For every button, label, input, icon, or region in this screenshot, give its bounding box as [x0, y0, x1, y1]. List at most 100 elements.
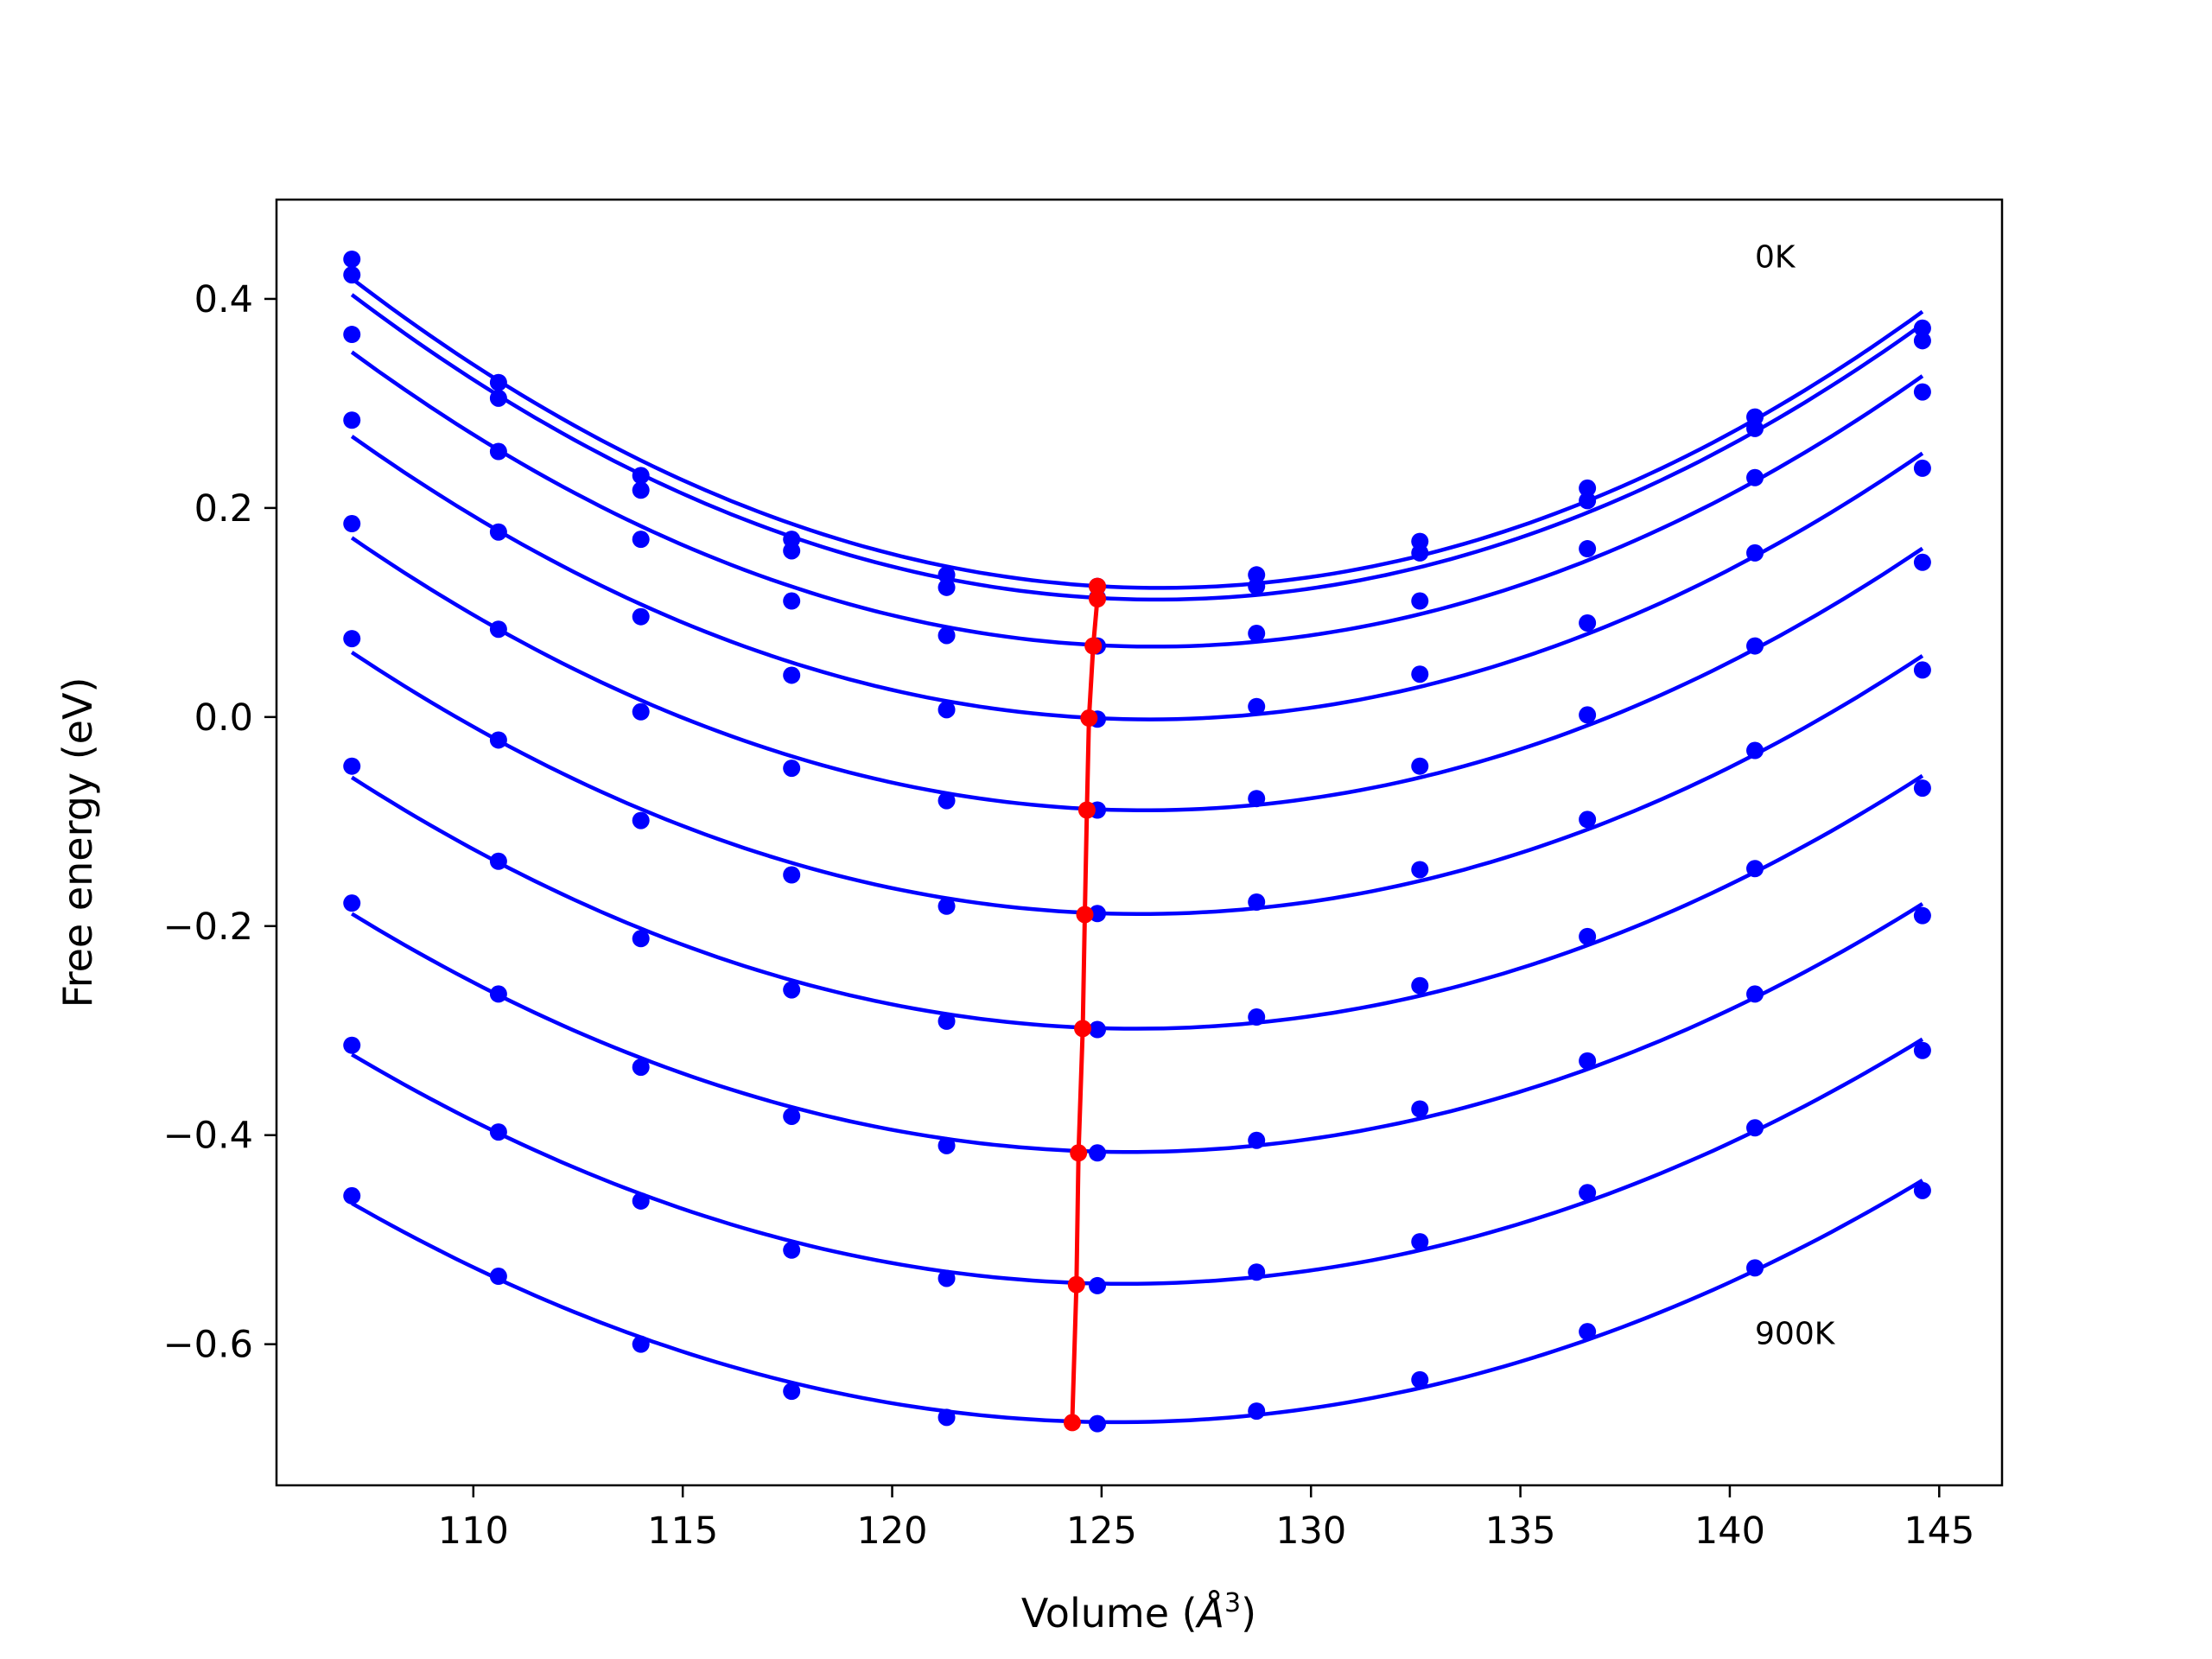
data-point — [632, 1192, 650, 1210]
data-point — [1913, 553, 1931, 571]
data-point — [343, 1036, 361, 1054]
data-point — [783, 666, 801, 684]
x-tick-label: 110 — [438, 1510, 509, 1553]
data-point — [1248, 893, 1266, 911]
x-tick-label: 115 — [647, 1510, 718, 1553]
series-line — [350, 536, 1924, 812]
data-point — [632, 930, 650, 948]
data-point — [1579, 613, 1597, 632]
data-point — [489, 373, 507, 391]
data-point — [343, 757, 361, 775]
series-line — [350, 293, 1924, 602]
data-point — [1411, 592, 1429, 610]
series-line — [351, 902, 1924, 1154]
data-point — [1579, 927, 1597, 945]
data-point — [783, 1382, 801, 1401]
x-tick-label: 135 — [1485, 1510, 1556, 1553]
minimum-point — [1067, 1275, 1085, 1294]
data-point — [343, 411, 361, 429]
series-line — [350, 435, 1924, 721]
data-point — [938, 701, 956, 719]
data-point — [489, 1123, 507, 1141]
data-point — [632, 1335, 650, 1353]
data-point — [489, 389, 507, 407]
minimum-point — [1089, 590, 1107, 608]
data-point — [1579, 810, 1597, 829]
data-point — [938, 1136, 956, 1154]
data-point — [1913, 906, 1931, 925]
data-point — [1411, 1100, 1429, 1118]
series-line — [351, 1179, 1924, 1425]
data-point — [783, 542, 801, 560]
data-point — [1579, 540, 1597, 558]
data-point — [343, 326, 361, 344]
annotation-900k: 900K — [1755, 1317, 1836, 1352]
data-point — [1089, 1020, 1107, 1039]
data-point — [1411, 757, 1429, 775]
data-point — [1579, 1184, 1597, 1202]
data-point — [489, 1268, 507, 1286]
data-point — [1089, 905, 1107, 923]
data-point — [632, 607, 650, 626]
data-point — [938, 1408, 956, 1427]
data-point — [1913, 779, 1931, 798]
minimum-point — [1080, 709, 1098, 728]
series-line — [351, 1037, 1924, 1287]
data-point — [632, 702, 650, 721]
data-point — [783, 592, 801, 610]
data-point — [783, 866, 801, 884]
data-point — [1746, 985, 1764, 1003]
x-tick-label: 140 — [1694, 1510, 1765, 1553]
data-point — [1746, 468, 1764, 486]
data-point — [1913, 319, 1931, 337]
data-point — [632, 531, 650, 549]
series-line — [350, 773, 1924, 1031]
data-point — [489, 731, 507, 749]
data-point — [1248, 697, 1266, 715]
minimum-point — [1063, 1414, 1081, 1432]
minimum-point — [1070, 1144, 1088, 1162]
data-point — [1248, 1008, 1266, 1027]
x-tick-label: 130 — [1275, 1510, 1346, 1553]
data-point — [1746, 637, 1764, 655]
series-group — [343, 250, 1931, 1433]
data-point — [632, 811, 650, 830]
data-point — [938, 578, 956, 596]
data-point — [1248, 790, 1266, 808]
minimum-point — [1077, 801, 1096, 819]
data-point — [343, 630, 361, 648]
y-tick-label: −0.2 — [163, 906, 253, 949]
data-point — [1411, 1370, 1429, 1389]
data-point — [1411, 861, 1429, 879]
minimum-point — [1076, 906, 1094, 924]
data-point — [1411, 1233, 1429, 1251]
data-point — [1913, 1041, 1931, 1059]
minimum-point — [1089, 577, 1107, 595]
data-point — [1579, 1052, 1597, 1070]
data-point — [1248, 1263, 1266, 1281]
data-point — [783, 1241, 801, 1259]
x-tick-label: 145 — [1904, 1510, 1974, 1553]
x-axis: 110 115 120 125 130 135 140 145 — [438, 1485, 1974, 1553]
data-point — [1248, 625, 1266, 643]
data-point — [489, 852, 507, 870]
data-point — [1579, 706, 1597, 724]
x-tick-label: 125 — [1066, 1510, 1137, 1553]
minimum-point — [1074, 1020, 1092, 1038]
data-point — [1746, 1259, 1764, 1277]
data-point — [343, 894, 361, 912]
data-point — [343, 1186, 361, 1205]
x-axis-label: Volume (Å3) — [1021, 1588, 1256, 1637]
data-point — [632, 481, 650, 499]
data-point — [783, 760, 801, 778]
data-point — [1411, 543, 1429, 562]
data-point — [1411, 976, 1429, 995]
data-point — [1746, 543, 1764, 562]
data-point — [1913, 332, 1931, 350]
data-point — [1913, 459, 1931, 477]
data-point — [783, 1107, 801, 1125]
data-point — [1746, 1119, 1764, 1137]
y-tick-label: −0.6 — [163, 1324, 253, 1367]
x-tick-label: 120 — [856, 1510, 927, 1553]
